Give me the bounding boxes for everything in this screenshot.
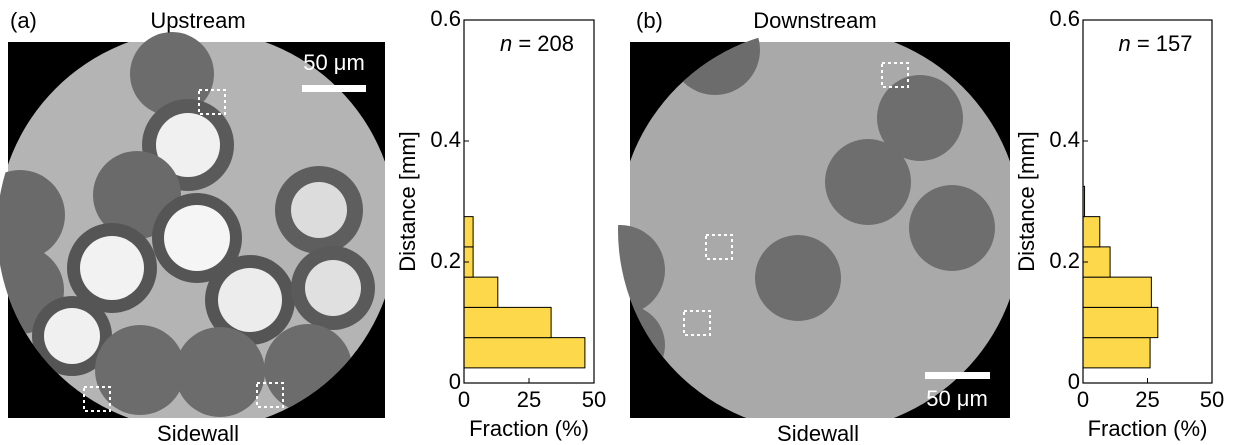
scale-bar-label: 50 μm (926, 386, 988, 411)
image-title: Upstream (150, 8, 245, 33)
annotation-text: = 208 (512, 31, 574, 56)
x-tick-label: 0 (458, 387, 470, 412)
bar (463, 306, 552, 339)
bar (463, 216, 474, 248)
bar (1082, 276, 1152, 308)
x-tick-label: 50 (1200, 387, 1224, 412)
bar (463, 337, 586, 369)
y-tick-label: 0.6 (430, 6, 461, 31)
bar (1082, 306, 1159, 339)
y-tick-label: 0.4 (430, 127, 461, 152)
x-axis-label: Fraction (%) (469, 416, 589, 441)
bar (1082, 216, 1101, 248)
annotation: n = 157 (1118, 31, 1192, 56)
y-axis-label: Distance [mm] (1014, 131, 1039, 272)
annotation-symbol: n (1118, 31, 1130, 56)
y-tick-label: 0.6 (1049, 6, 1080, 31)
bar (463, 276, 499, 308)
scale-bar-label: 50 μm (303, 50, 365, 75)
image-title: Downstream (753, 8, 876, 33)
y-tick-label: 0.2 (430, 248, 461, 273)
x-tick-label: 0 (1077, 387, 1089, 412)
bar (1082, 337, 1151, 369)
y-axis-label: Distance [mm] (395, 131, 420, 272)
micrograph-a (0, 32, 385, 418)
micrograph-b (618, 28, 1010, 418)
annotation-symbol: n (500, 31, 512, 56)
image-caption: Sidewall (777, 421, 859, 445)
annotation: n = 208 (500, 31, 574, 56)
y-tick-label: 0.2 (1049, 248, 1080, 273)
panel-label: (b) (636, 8, 663, 33)
annotation-text: = 157 (1131, 31, 1193, 56)
x-tick-label: 25 (517, 387, 541, 412)
y-tick-label: 0 (449, 369, 461, 394)
y-tick-label: 0 (1068, 369, 1080, 394)
x-axis-label: Fraction (%) (1088, 416, 1208, 441)
panel-label: (a) (10, 8, 37, 33)
y-tick-label: 0.4 (1049, 127, 1080, 152)
x-tick-label: 25 (1135, 387, 1159, 412)
image-caption: Sidewall (157, 421, 239, 445)
x-tick-label: 50 (582, 387, 606, 412)
